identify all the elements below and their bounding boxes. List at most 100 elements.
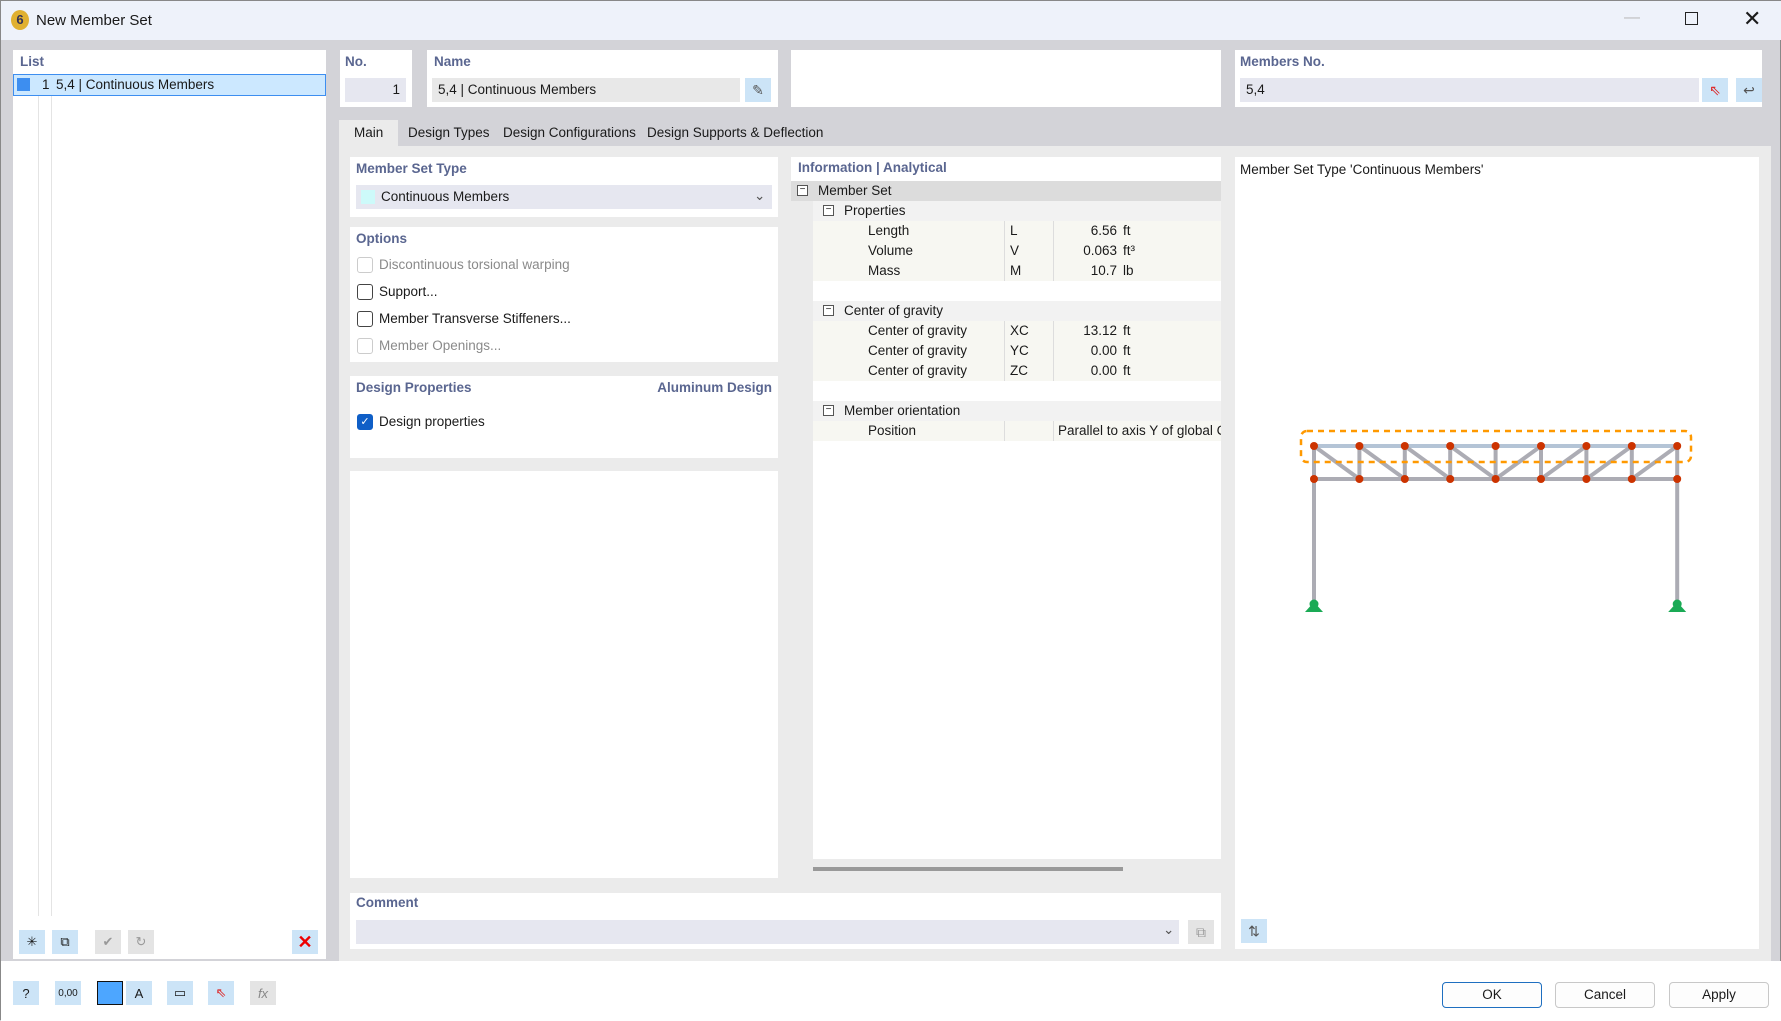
openings-checkbox[interactable] — [357, 338, 373, 354]
tab-main[interactable]: Main — [339, 120, 399, 146]
node — [1491, 475, 1500, 483]
number-panel: No. 1 — [340, 50, 412, 107]
discontinuous-warping-checkbox[interactable] — [357, 257, 373, 273]
ok-button[interactable]: OK — [1442, 982, 1542, 1008]
node — [1310, 475, 1318, 483]
info-gutter — [791, 181, 813, 859]
select-icon[interactable]: ⇖ — [208, 981, 234, 1005]
member-set-type-select[interactable]: Continuous Members ⌄ — [356, 185, 772, 209]
info-row-unit: ft — [1123, 323, 1131, 338]
list-item[interactable]: 1 5,4 | Continuous Members — [13, 74, 326, 96]
info-scrollbar[interactable] — [813, 867, 1123, 871]
preview-panel: Member Set Type 'Continuous Members' ⇅ — [1235, 157, 1759, 949]
undo-icon[interactable]: ↩ — [1736, 78, 1762, 102]
info-row-name: Center of gravity — [868, 363, 968, 378]
collapse-icon[interactable]: − — [797, 185, 808, 196]
info-row-value: 6.56 — [1090, 223, 1117, 238]
info-header: Information | Analytical — [798, 160, 947, 175]
selection-highlight — [1299, 429, 1693, 464]
toggle-check-button[interactable]: ↻ — [128, 930, 154, 954]
tab-design-configurations[interactable]: Design Configurations — [494, 120, 645, 146]
units-icon[interactable]: 0,00 — [55, 981, 81, 1005]
info-row-symbol: XC — [1010, 323, 1029, 338]
collapse-icon[interactable]: − — [823, 405, 834, 416]
stiffeners-checkbox[interactable] — [357, 311, 373, 327]
list-header: List — [20, 54, 45, 69]
edit-name-icon[interactable]: ✎ — [745, 78, 771, 102]
members-field[interactable]: 5,4 — [1240, 78, 1699, 102]
node — [1446, 442, 1455, 450]
node — [1627, 442, 1636, 450]
info-row: Center of gravity ZC 0.00 ft — [813, 361, 1221, 381]
support-checkbox[interactable] — [357, 284, 373, 300]
support-node — [1672, 599, 1682, 609]
color-swatch — [17, 78, 30, 91]
list-panel: List 1 5,4 | Continuous Members ✳ ⧉ ✔ ↻ … — [13, 50, 326, 959]
col-divider — [1004, 261, 1005, 281]
col-divider — [1053, 241, 1054, 261]
collapse-icon[interactable]: − — [823, 205, 834, 216]
discontinuous-warping-label: Discontinuous torsional warping — [379, 257, 570, 272]
members-label: Members No. — [1240, 54, 1325, 69]
aluminum-design-label: Aluminum Design — [657, 380, 772, 395]
node — [1673, 475, 1682, 483]
delete-button[interactable]: ✕ — [292, 930, 318, 954]
maximize-button[interactable] — [1685, 12, 1698, 25]
node — [1310, 442, 1318, 450]
pick-members-icon[interactable]: ⇖ — [1702, 78, 1728, 102]
col-divider — [1004, 321, 1005, 341]
info-row-symbol: L — [1010, 223, 1018, 238]
tab-design-types[interactable]: Design Types — [399, 120, 499, 146]
info-row: Mass M 10.7 lb — [813, 261, 1221, 281]
design-properties-checkbox[interactable]: ✓ — [357, 414, 373, 430]
type-swatch — [361, 190, 375, 204]
title-bar: 6 New Member Set — ✕ — [1, 1, 1781, 40]
node — [1673, 442, 1682, 450]
preview-sync-icon[interactable]: ⇅ — [1241, 919, 1267, 943]
support-node — [1309, 599, 1319, 609]
comment-label: Comment — [356, 895, 419, 910]
minimize-button[interactable]: — — [1624, 9, 1640, 26]
collapse-icon[interactable]: − — [823, 305, 834, 316]
list-item-label: 5,4 | Continuous Members — [56, 77, 215, 92]
info-row-value: Parallel to axis Y of global C — [1058, 423, 1221, 438]
info-row-name: Center of gravity — [868, 323, 968, 338]
comment-panel: Comment ⌄ ⧉ — [350, 893, 1221, 949]
node — [1355, 475, 1364, 483]
comment-library-icon[interactable]: ⧉ — [1188, 920, 1214, 944]
info-row-symbol: ZC — [1010, 363, 1028, 378]
number-field[interactable]: 1 — [345, 78, 406, 102]
apply-button[interactable]: Apply — [1669, 982, 1769, 1008]
member-set-type-label: Member Set Type — [356, 161, 467, 176]
tab-design-supports-deflection[interactable]: Design Supports & Deflection — [638, 120, 833, 146]
options-panel: Options Discontinuous torsional warping … — [350, 227, 778, 362]
info-row-symbol: M — [1010, 263, 1022, 278]
list-divider — [38, 96, 39, 916]
info-group-row: − Center of gravity — [813, 301, 1221, 321]
col-divider — [1053, 221, 1054, 241]
col-divider — [1053, 421, 1054, 441]
close-button[interactable]: ✕ — [1743, 6, 1762, 31]
comment-input[interactable] — [356, 920, 1179, 944]
info-row-unit: ft — [1123, 343, 1131, 358]
node — [1446, 475, 1455, 483]
help-icon[interactable]: ? — [13, 981, 39, 1005]
view-icon[interactable]: ▭ — [167, 981, 193, 1005]
cancel-button[interactable]: Cancel — [1555, 982, 1655, 1008]
col-divider — [1004, 221, 1005, 241]
chevron-down-icon[interactable]: ⌄ — [1163, 922, 1175, 937]
info-root-row: − Member Set — [791, 181, 1221, 201]
name-field[interactable]: 5,4 | Continuous Members — [432, 78, 740, 102]
col-divider — [1004, 341, 1005, 361]
display-settings-icon[interactable]: A — [126, 981, 152, 1005]
info-row-value: 0.00 — [1090, 363, 1117, 378]
node — [1537, 475, 1545, 483]
color-icon[interactable] — [97, 981, 123, 1005]
list-item-no: 1 — [42, 77, 50, 92]
copy-item-button[interactable]: ⧉ — [52, 930, 78, 954]
formula-icon[interactable]: fx — [250, 981, 276, 1005]
check-all-button[interactable]: ✔ — [95, 930, 121, 954]
preview-title: Member Set Type 'Continuous Members' — [1240, 162, 1484, 177]
new-item-button[interactable]: ✳ — [19, 930, 45, 954]
info-row-value: 0.00 — [1090, 343, 1117, 358]
